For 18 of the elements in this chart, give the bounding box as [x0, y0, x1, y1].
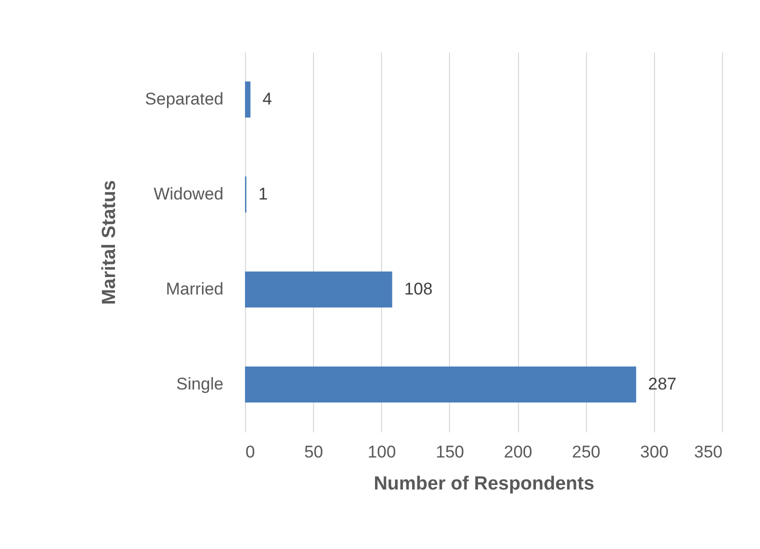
x-tick-label: 350 [694, 442, 722, 462]
x-tick-label: 50 [304, 442, 324, 462]
x-tick-label: 100 [368, 442, 396, 462]
x-tick-label: 250 [572, 442, 600, 462]
data-label: 4 [262, 90, 272, 108]
data-label: 108 [404, 280, 433, 298]
x-tick-label: 0 [246, 442, 255, 462]
data-label: 287 [648, 374, 677, 394]
y-tick-label: Single [176, 374, 224, 394]
x-axis-title: Number of Respondents [374, 474, 594, 494]
x-tick-label: 150 [436, 442, 464, 462]
y-tick-label: Widowed [154, 184, 224, 204]
y-tick-label: Separated [145, 90, 224, 108]
y-tick-label: Married [166, 280, 224, 298]
x-tick-label: 200 [504, 442, 532, 462]
data-label: 1 [258, 184, 268, 204]
x-tick-label: 300 [640, 442, 669, 462]
y-axis-title: Marital Status [99, 180, 120, 305]
